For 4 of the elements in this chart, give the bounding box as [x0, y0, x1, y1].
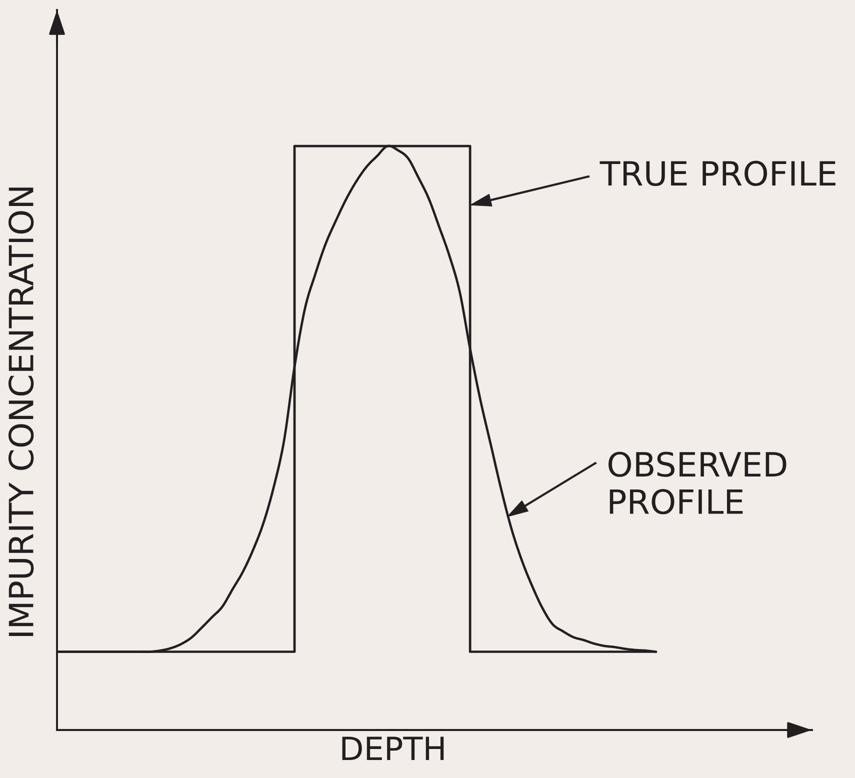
y-axis-title: IMPURITY CONCENTRATION — [8, 188, 34, 636]
legend-label: TRUE PROFILE — [600, 160, 836, 186]
legend-label: OBSERVED PROFILE — [608, 452, 786, 514]
x-axis-title: DEPTH — [342, 736, 444, 760]
